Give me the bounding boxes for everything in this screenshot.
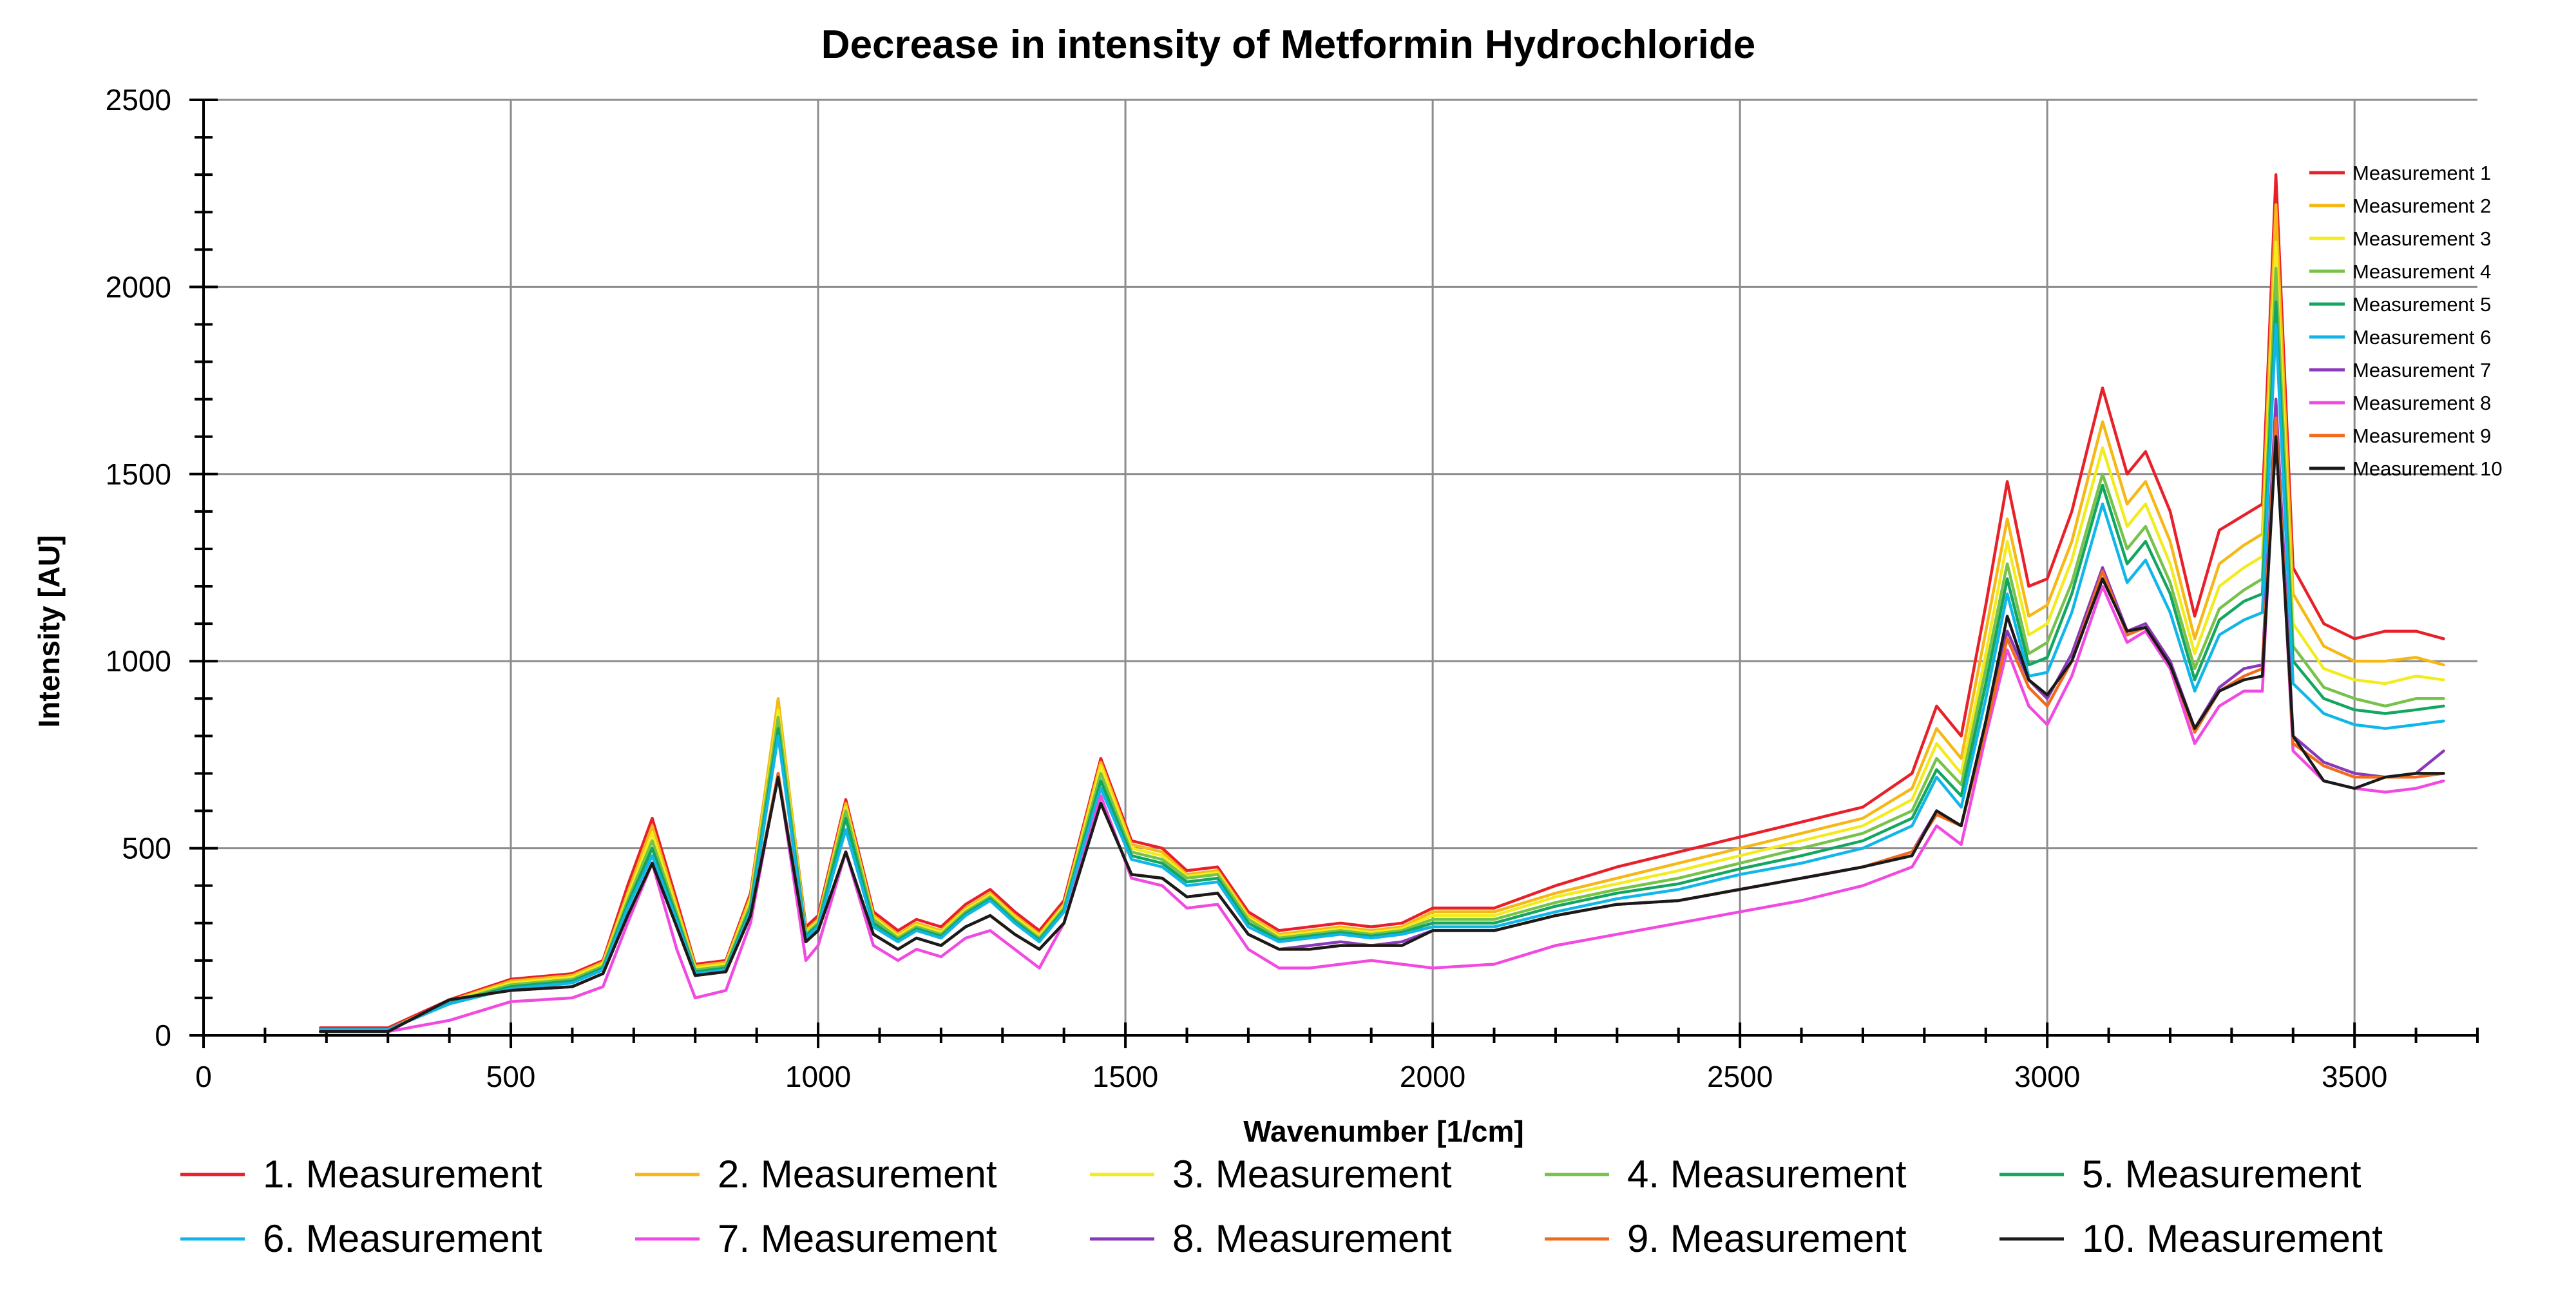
bottom-legend-label: 4. Measurement xyxy=(1627,1153,1907,1196)
bottom-legend-label: 8. Measurement xyxy=(1172,1217,1452,1260)
y-axis-label: Intensity [AU] xyxy=(32,535,66,728)
x-tick-label: 0 xyxy=(195,1060,212,1093)
inset-legend-label: Measurement 7 xyxy=(2352,359,2491,381)
inset-legend-label: Measurement 8 xyxy=(2352,392,2491,414)
series-line-10 xyxy=(319,435,2445,1033)
series-line-7 xyxy=(319,416,2445,1033)
series-line-9 xyxy=(319,416,2445,1033)
x-tick-label: 1500 xyxy=(1092,1060,1158,1093)
y-tick-label: 500 xyxy=(122,832,171,865)
bottom-legend-label: 3. Measurement xyxy=(1172,1153,1452,1196)
series-group xyxy=(319,173,2445,1033)
bottom-legend-label: 5. Measurement xyxy=(2082,1153,2361,1196)
x-tick-label: 2000 xyxy=(1400,1060,1465,1093)
bottom-legend-label: 10. Measurement xyxy=(2082,1217,2383,1260)
inset-legend-label: Measurement 2 xyxy=(2352,195,2491,217)
series-line-2 xyxy=(319,203,2445,1031)
inset-legend-label: Measurement 4 xyxy=(2352,260,2491,283)
bottom-legend-label: 6. Measurement xyxy=(263,1217,542,1260)
y-tick-label: 2000 xyxy=(106,270,171,303)
bottom-legend-label: 9. Measurement xyxy=(1627,1217,1907,1260)
inset-legend-label: Measurement 6 xyxy=(2352,326,2491,349)
y-tick-label: 1000 xyxy=(106,644,171,678)
x-axis-label: Wavenumber [1/cm] xyxy=(1243,1115,1523,1148)
x-tick-label: 3000 xyxy=(2014,1060,2080,1093)
inset-legend-label: Measurement 10 xyxy=(2352,457,2503,480)
x-tick-label: 3500 xyxy=(2322,1060,2387,1093)
inset-legend-label: Measurement 5 xyxy=(2352,293,2491,316)
bottom-legend-label: 7. Measurement xyxy=(718,1217,997,1260)
bottom-legend-label: 2. Measurement xyxy=(718,1153,997,1196)
series-line-1 xyxy=(319,173,2445,1030)
series-line-5 xyxy=(319,300,2445,1031)
inset-legend-label: Measurement 1 xyxy=(2352,162,2491,184)
x-tick-label: 2500 xyxy=(1707,1060,1773,1093)
inset-legend: Measurement 1 Measurement 2 Measurement 3 M… xyxy=(2309,162,2503,480)
inset-legend-label: Measurement 9 xyxy=(2352,425,2491,447)
y-tick-label: 0 xyxy=(155,1019,171,1052)
series-line-6 xyxy=(319,323,2445,1031)
bottom-legend: 1. Measurement 2. Measurement 3. Measureme… xyxy=(180,1153,2383,1260)
inset-legend-label: Measurement 3 xyxy=(2352,227,2491,250)
series-line-4 xyxy=(319,267,2445,1031)
gridlines xyxy=(204,99,2477,1035)
x-tick-label: 500 xyxy=(486,1060,536,1093)
bottom-legend-label: 1. Measurement xyxy=(263,1153,542,1196)
axes: 0 500 1000 1500 2000 2500 3000 3500 0 500 1000 1500… xyxy=(106,83,2479,1093)
y-tick-label: 2500 xyxy=(106,83,171,117)
y-tick-label: 1500 xyxy=(106,457,171,491)
x-tick-label: 1000 xyxy=(785,1060,851,1093)
chart-title: Decrease in intensity of Metformin Hydro… xyxy=(821,23,1755,67)
